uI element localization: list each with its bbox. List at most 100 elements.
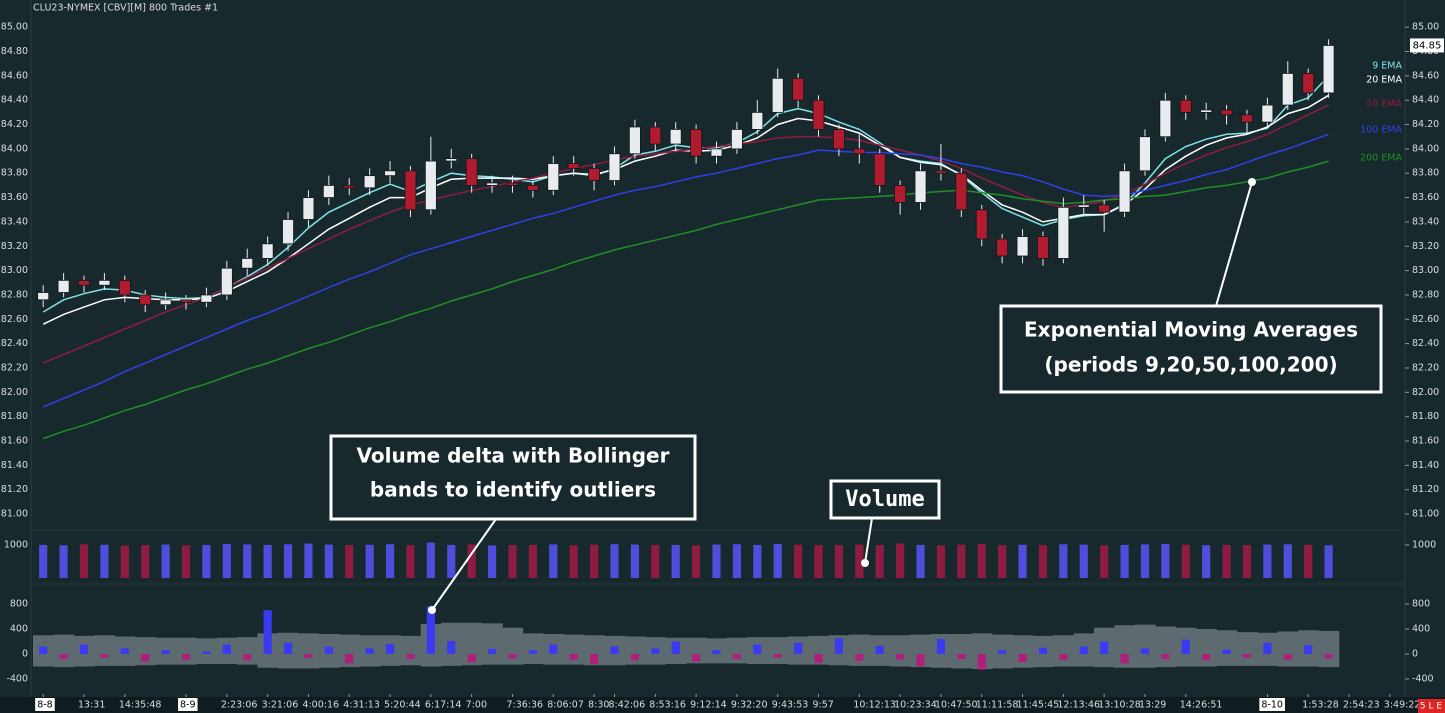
delta-bar	[181, 654, 191, 660]
x-tick-label: 11:11:58	[976, 700, 1019, 711]
bollinger-band	[237, 637, 258, 665]
candle-body	[78, 279, 90, 286]
volume-bar	[1161, 543, 1170, 578]
volume-bar	[1263, 544, 1272, 578]
candle-body	[404, 170, 417, 211]
volume-bar	[957, 544, 966, 578]
delta-bar	[671, 641, 680, 654]
x-tick-label: 12:13:46	[1057, 700, 1100, 711]
delta-bar	[1120, 654, 1129, 664]
candle-body	[1281, 73, 1294, 106]
delta-bar	[651, 648, 660, 654]
x-tick-label: 1:53:28	[1302, 700, 1339, 711]
delta-bar	[1263, 642, 1272, 654]
y-tick-label: 83.40	[1412, 216, 1439, 227]
bollinger-band	[94, 635, 116, 666]
x-tick-label: 8:53:16	[649, 700, 686, 711]
delta-bar	[1202, 654, 1211, 661]
bollinger-band	[1012, 635, 1034, 668]
delta-bar	[569, 654, 578, 660]
date-label-box	[1259, 698, 1285, 711]
y-tick-label: 82.00	[1412, 387, 1439, 398]
annotation: Exponential Moving Averages (periods 9,2…	[999, 178, 1383, 394]
volume-bar	[1120, 544, 1129, 578]
volume-bar	[896, 543, 905, 578]
volume-bar	[1018, 544, 1027, 578]
volume-bar	[487, 545, 497, 578]
candle-body	[1098, 204, 1111, 213]
volume-bar	[1222, 544, 1231, 578]
delta-bar	[834, 638, 843, 654]
y-tick-label: 81.20	[1412, 484, 1439, 495]
candle-body	[792, 77, 805, 101]
x-tick-label: 5:20:44	[384, 700, 421, 711]
y-tick-label: 84.20	[1412, 119, 1439, 130]
delta-bar	[202, 651, 211, 654]
pointer-line	[1215, 181, 1253, 307]
y-tick-label: 84.40	[1, 95, 28, 106]
status-text: 5 L E	[1420, 702, 1442, 712]
candle-body	[486, 182, 498, 186]
delta-bar	[1161, 654, 1170, 659]
delta-bar	[855, 654, 864, 661]
y-tick-label: 83.20	[1412, 241, 1439, 252]
x-tick-label: 6:17:14	[425, 700, 462, 711]
delta-bar	[1324, 654, 1333, 659]
volume-bar	[1242, 545, 1252, 578]
bollinger-band	[685, 637, 707, 664]
plot-area: 81.00 81.00 81.20 81.20 81.40 81.40 81.60 81.60…	[1, 22, 1444, 711]
candle-body	[343, 185, 356, 189]
candle-body	[1057, 206, 1070, 259]
volume-bar	[1324, 545, 1333, 578]
bollinger-band	[1134, 624, 1156, 668]
y-tick-label: 82.20	[1, 362, 28, 373]
x-tick-label: 2:54:23	[1343, 700, 1380, 711]
annotation-box	[999, 304, 1383, 394]
y-tick-label: 84.00	[1412, 143, 1439, 154]
volume-bar	[549, 544, 558, 578]
volume-bar	[59, 545, 68, 578]
bollinger-band	[339, 634, 360, 668]
y-tick-label: 83.60	[1412, 192, 1439, 203]
delta-bar	[732, 654, 741, 659]
ema-line	[42, 104, 1329, 364]
delta-bar	[1038, 647, 1048, 654]
delta-bar	[283, 642, 293, 654]
volume-bar	[528, 544, 537, 578]
volume-bar	[977, 543, 986, 578]
volume-bar	[753, 544, 762, 578]
volume-bar	[161, 544, 170, 578]
candle-body	[1037, 236, 1049, 259]
last-price-box	[1410, 38, 1444, 53]
delta-bar	[794, 642, 803, 654]
candle-body	[363, 175, 376, 189]
y-tick-label: 85.00	[1412, 22, 1439, 33]
delta-bar	[1181, 639, 1190, 654]
status-box	[1418, 699, 1445, 713]
delta-bar	[100, 654, 109, 658]
volume-bar	[692, 545, 701, 578]
y-tick-label: 84.80	[1, 46, 28, 57]
volume-bar	[181, 545, 191, 578]
candle-body	[220, 267, 233, 296]
candle-body	[241, 258, 254, 269]
x-tick-label: 8:30	[588, 700, 609, 711]
bollinger-band	[175, 637, 197, 665]
volume-bar	[100, 544, 109, 578]
legend-entry: 20 EMA	[1366, 75, 1402, 86]
y-tick-label: 83.80	[1412, 168, 1439, 179]
x-tick-label: 9:43:53	[772, 700, 809, 711]
volume-bar	[1304, 544, 1313, 578]
volume-bar	[773, 543, 782, 578]
candle-body	[1139, 136, 1151, 172]
volume-bar	[590, 544, 599, 578]
delta-bar	[243, 654, 252, 661]
pointer-line	[864, 517, 873, 564]
x-tick-label: 4:31:13	[343, 700, 380, 711]
delta-bar	[814, 654, 823, 663]
bollinger-band	[1318, 630, 1340, 668]
delta-bar	[590, 654, 599, 664]
volume-bar	[467, 544, 476, 578]
delta-bar	[957, 654, 966, 659]
